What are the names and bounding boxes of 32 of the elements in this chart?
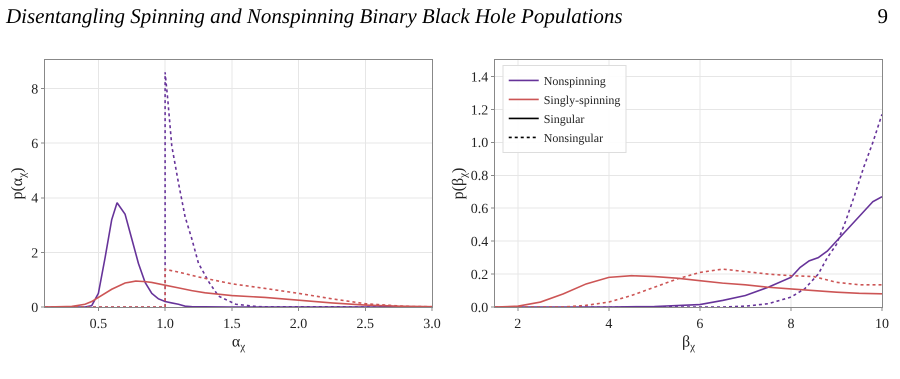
legend-label: Nonspinning: [544, 74, 606, 88]
y-tick-label: 0.8: [470, 169, 488, 184]
y-tick-label: 0: [31, 300, 38, 316]
legend-label: Singular: [544, 112, 584, 126]
y-tick-label: 0.6: [470, 202, 488, 218]
y-tick-label: 1.4: [470, 70, 488, 86]
y-tick-label: 2: [31, 246, 38, 262]
x-tick-label: 4: [605, 316, 612, 332]
y-tick-label: 4: [31, 192, 38, 207]
text: Disentangling Spinning and Nonspinning Binary Black Hole Populations: [6, 4, 623, 29]
x-tick-label: 6: [696, 316, 704, 332]
legend-label: Singly-spinning: [544, 93, 620, 108]
x-tick-label: 1.5: [223, 316, 241, 332]
legend-label: Nonsingular: [544, 131, 604, 146]
y-tick-label: 0.4: [470, 235, 488, 250]
x-tick-label: 2.5: [356, 316, 374, 332]
y-tick-label: 8: [31, 82, 38, 98]
x-tick-label: 0.5: [90, 316, 108, 332]
x-tick-label: 2: [514, 316, 522, 332]
x-tick-label: 8: [787, 316, 794, 332]
x-axis-title: α$_{χ}$: [232, 334, 246, 353]
text: 9: [878, 4, 888, 29]
y-tick-label: 0.2: [470, 268, 488, 283]
y-tick-label: 0.0: [470, 300, 488, 316]
y-tick-label: 1.0: [470, 136, 488, 152]
x-tick-label: 2.0: [290, 316, 308, 332]
y-tick-label: 6: [31, 137, 38, 152]
x-tick-label: 1.0: [156, 316, 174, 332]
x-tick-label: 10: [875, 316, 889, 332]
x-tick-label: 3.0: [423, 316, 441, 332]
x-axis-title: β$_{χ}$: [682, 334, 696, 353]
y-tick-label: 1.2: [470, 103, 488, 118]
